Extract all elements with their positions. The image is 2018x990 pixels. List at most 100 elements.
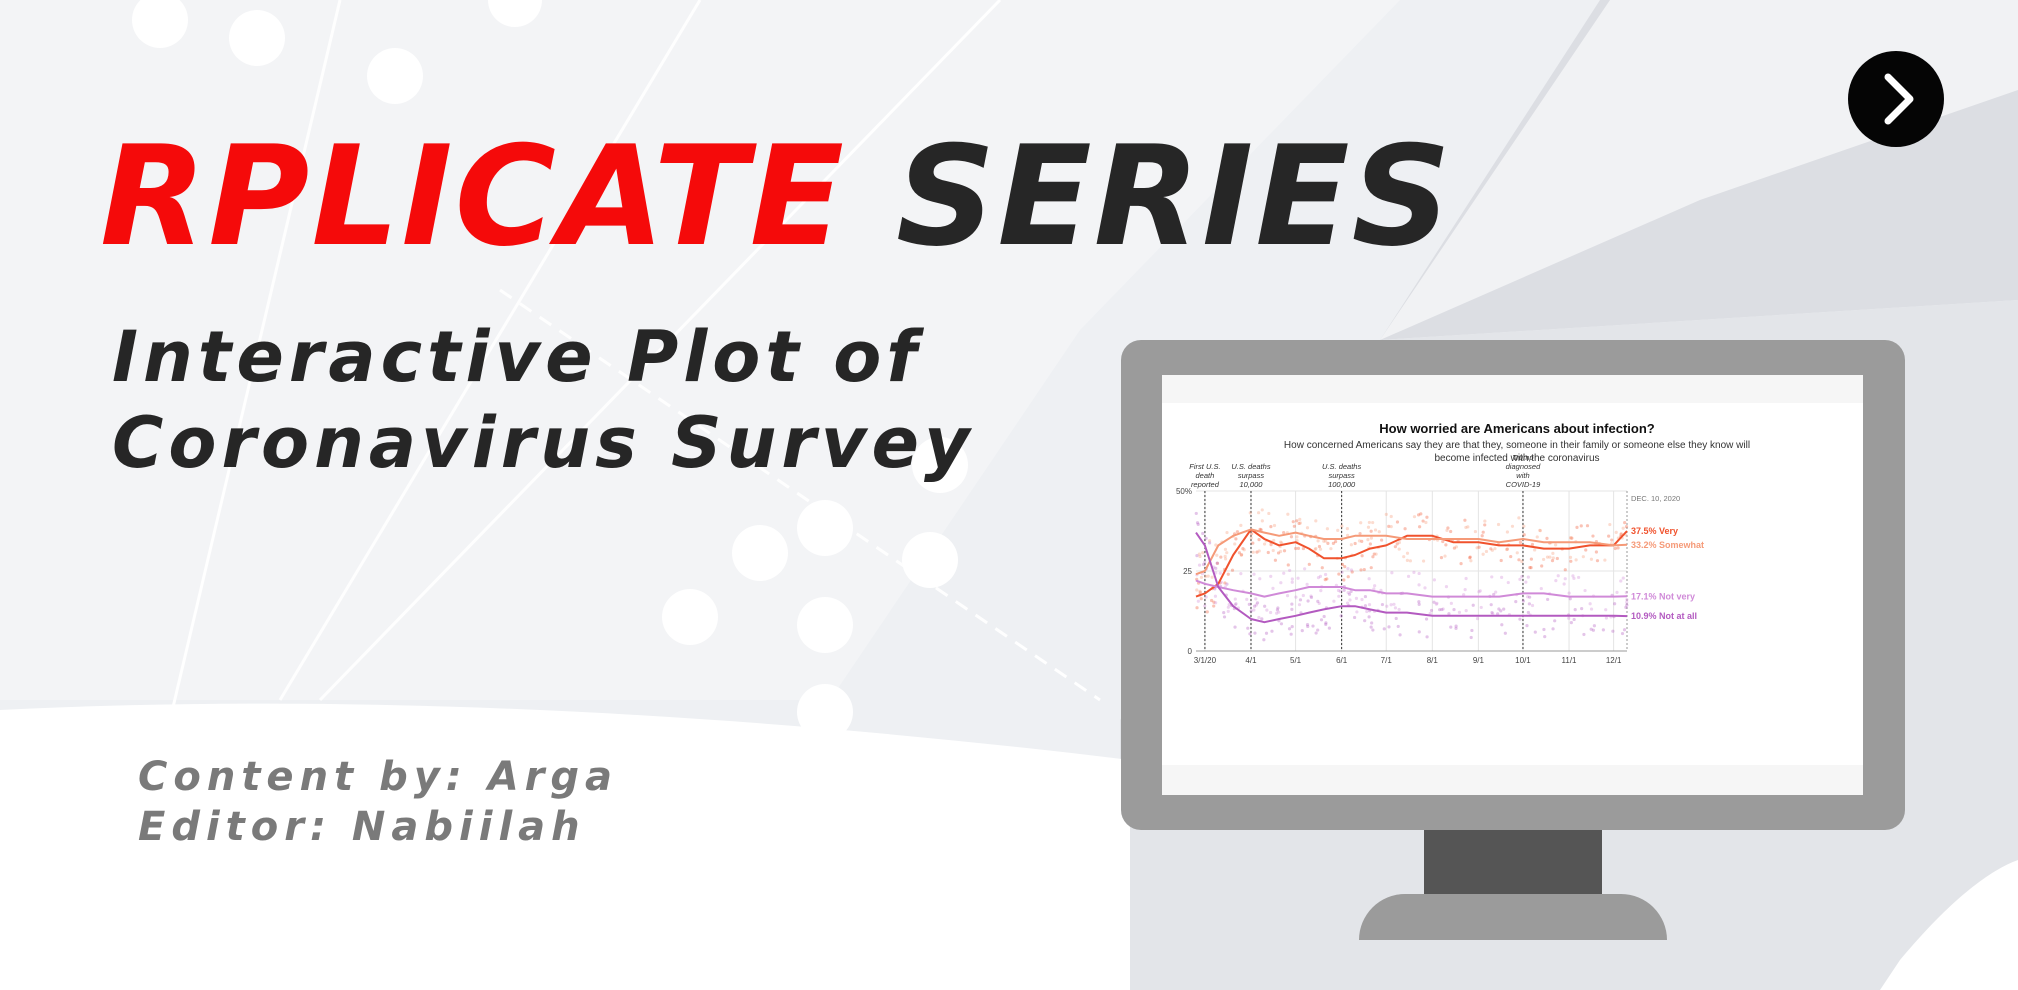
scatter-point xyxy=(1594,550,1599,554)
scatter-point xyxy=(1464,525,1468,530)
scatter-point xyxy=(1290,607,1294,611)
scatter-point xyxy=(1207,541,1212,545)
annotation-label: with xyxy=(1516,471,1529,480)
scatter-point xyxy=(1477,545,1481,549)
scatter-point xyxy=(1514,600,1518,604)
scatter-point xyxy=(1489,603,1493,607)
scatter-point xyxy=(1569,536,1573,540)
scatter-point xyxy=(1417,571,1421,576)
scatter-point xyxy=(1249,609,1253,613)
monitor-frame: How worried are Americans about infectio… xyxy=(1121,340,1905,830)
scatter-point xyxy=(1473,529,1478,534)
scatter-point xyxy=(1475,617,1480,621)
scatter-point xyxy=(1489,547,1493,551)
scatter-point xyxy=(1340,562,1345,567)
scatter-point xyxy=(1258,527,1262,531)
scatter-point xyxy=(1369,625,1373,629)
scatter-point xyxy=(1252,572,1256,576)
scatter-point xyxy=(1290,602,1294,606)
scatter-point xyxy=(1219,555,1223,559)
annotation-label: reported xyxy=(1191,480,1220,489)
scatter-point xyxy=(1625,597,1629,602)
scatter-point xyxy=(1271,586,1275,590)
annotation-label: diagnosed xyxy=(1506,462,1541,471)
scatter-point xyxy=(1194,511,1198,516)
y-tick-label: 50% xyxy=(1176,487,1192,496)
scatter-point xyxy=(1367,520,1371,525)
scatter-point xyxy=(1581,555,1585,559)
scatter-point xyxy=(1518,577,1522,581)
scatter-point xyxy=(1297,521,1301,526)
scatter-point xyxy=(1314,519,1318,523)
scatter-point xyxy=(1239,553,1244,557)
scatter-point xyxy=(1389,603,1393,607)
scatter-point xyxy=(1580,607,1584,611)
scatter-point xyxy=(1610,538,1614,542)
scatter-point xyxy=(1494,590,1498,594)
scatter-point xyxy=(1614,530,1618,534)
scatter-point xyxy=(1306,624,1310,629)
scatter-point xyxy=(1337,594,1341,598)
scatter-point xyxy=(1325,527,1330,531)
scatter-point xyxy=(1250,532,1254,536)
scatter-point xyxy=(1323,572,1328,577)
screen-bottom-strip xyxy=(1162,765,1863,795)
scatter-point xyxy=(1589,627,1593,631)
monitor-illustration: How worried are Americans about infectio… xyxy=(1121,340,1905,940)
scatter-point xyxy=(1326,541,1330,545)
scatter-point xyxy=(1510,524,1515,528)
scatter-point xyxy=(1554,579,1558,583)
scatter-point xyxy=(1260,617,1264,621)
scatter-point xyxy=(1287,627,1292,631)
scatter-point xyxy=(1611,629,1615,633)
scatter-point xyxy=(1305,623,1310,627)
scatter-point xyxy=(1333,540,1338,544)
scatter-point xyxy=(1349,589,1353,594)
scatter-point xyxy=(1397,547,1401,551)
scatter-point xyxy=(1368,542,1372,546)
scatter-point xyxy=(1385,604,1389,608)
scatter-point xyxy=(1213,587,1217,591)
scatter-point xyxy=(1360,597,1364,602)
series-line-not-at-all xyxy=(1195,532,1628,624)
scatter-point xyxy=(1275,608,1280,612)
x-tick-label: 12/1 xyxy=(1606,656,1622,665)
scatter-point xyxy=(1273,558,1278,562)
scatter-point xyxy=(1316,628,1320,632)
scatter-point xyxy=(1279,622,1284,626)
scatter-point xyxy=(1347,592,1352,596)
scatter-point xyxy=(1509,554,1513,559)
scatter-point xyxy=(1620,631,1625,636)
scatter-point xyxy=(1359,568,1363,572)
scatter-point xyxy=(1346,590,1350,595)
scatter-point xyxy=(1354,596,1359,600)
scatter-point xyxy=(1623,521,1627,525)
content-by-label: Content by: Arga xyxy=(138,754,619,800)
scatter-point xyxy=(1255,550,1259,554)
x-tick-label: 6/1 xyxy=(1336,656,1348,665)
scatter-point xyxy=(1260,508,1264,512)
scatter-point xyxy=(1226,609,1230,614)
scatter-point xyxy=(1466,525,1470,529)
scatter-point xyxy=(1301,593,1305,598)
scatter-point xyxy=(1440,607,1444,612)
scatter-point xyxy=(1248,511,1252,515)
scatter-point xyxy=(1327,626,1332,630)
scatter-point xyxy=(1520,559,1524,564)
scatter-point xyxy=(1444,543,1448,547)
scatter-point xyxy=(1499,558,1503,563)
scatter-point xyxy=(1363,619,1367,623)
scatter-point xyxy=(1562,582,1566,586)
scatter-point xyxy=(1373,528,1378,532)
chart-subtitle-line-1: How concerned Americans say they are tha… xyxy=(1284,440,1750,451)
scatter-point xyxy=(1196,522,1200,526)
scatter-point xyxy=(1469,635,1473,640)
scatter-point xyxy=(1405,558,1409,562)
scatter-point xyxy=(1500,575,1504,580)
scatter-point xyxy=(1529,566,1533,570)
scatter-point xyxy=(1434,602,1438,606)
scatter-point xyxy=(1215,561,1220,565)
scatter-point xyxy=(1543,635,1547,639)
next-button[interactable] xyxy=(1848,51,1944,147)
scatter-point xyxy=(1454,545,1458,549)
